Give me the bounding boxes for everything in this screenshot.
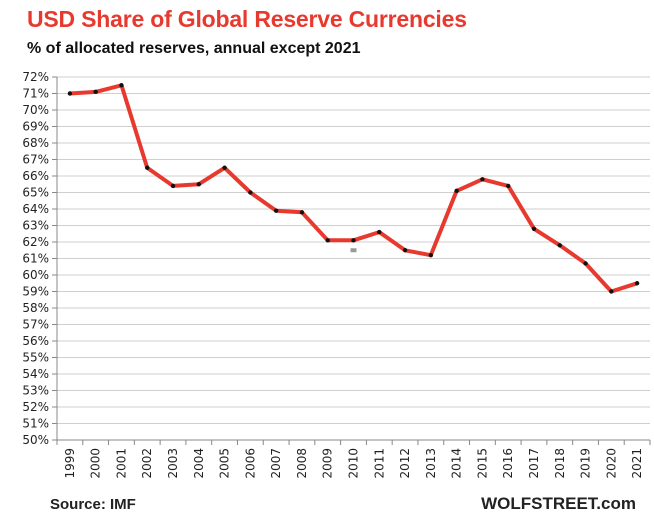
x-tick-label: 2004 xyxy=(192,448,206,479)
y-tick-label: 61% xyxy=(22,252,49,266)
y-tick-label: 70% xyxy=(22,103,49,117)
data-point xyxy=(222,165,227,170)
x-tick-label: 2007 xyxy=(269,448,283,479)
data-point xyxy=(634,281,640,286)
x-tick-label: 2020 xyxy=(604,448,618,479)
x-tick-label: 2005 xyxy=(218,448,232,479)
data-point xyxy=(609,289,614,294)
x-tick-label: 2019 xyxy=(579,448,593,479)
annotation-marker xyxy=(350,248,357,253)
data-point xyxy=(170,183,176,189)
y-tick-label: 59% xyxy=(22,285,49,299)
x-tick-label: 2012 xyxy=(398,448,412,479)
y-tick-label: 63% xyxy=(22,219,49,233)
data-point xyxy=(531,226,537,231)
x-axis: 1999 2000 2001 2002 2003 2004 2005 2006 2007 2008… xyxy=(56,439,651,479)
x-tick-label: 2003 xyxy=(166,448,180,479)
x-tick-label: 2018 xyxy=(553,448,567,479)
y-tick-label: 52% xyxy=(22,400,49,414)
y-tick-label: 53% xyxy=(22,384,49,398)
gridlines xyxy=(57,76,650,424)
data-point xyxy=(454,188,459,194)
y-tick-label: 54% xyxy=(22,367,49,381)
y-tick-label: 68% xyxy=(22,136,49,150)
y-tick-label: 57% xyxy=(22,318,49,332)
data-point xyxy=(93,89,98,95)
y-tick-label: 56% xyxy=(22,334,49,348)
data-point xyxy=(119,83,124,88)
y-tick-label: 50% xyxy=(22,433,49,447)
annotations xyxy=(350,248,357,253)
x-tick-label: 2015 xyxy=(475,448,489,479)
y-tick-label: 64% xyxy=(22,202,49,216)
data-point xyxy=(325,238,330,243)
x-tick-label: 2017 xyxy=(527,448,541,479)
x-tick-label: 2016 xyxy=(501,448,515,479)
data-point xyxy=(428,253,434,258)
y-tick-label: 51% xyxy=(22,417,49,431)
x-tick-label: 2014 xyxy=(450,448,464,479)
x-tick-label: 2013 xyxy=(424,448,438,479)
y-tick-label: 72% xyxy=(22,70,49,84)
x-tick-label: 2008 xyxy=(295,448,309,479)
x-tick-label: 2021 xyxy=(630,448,644,479)
y-tick-label: 69% xyxy=(22,120,49,134)
data-point xyxy=(145,165,150,170)
y-tick-label: 66% xyxy=(22,169,49,183)
y-tick-label: 55% xyxy=(22,351,49,365)
data-point xyxy=(505,183,511,189)
x-tick-label: 2002 xyxy=(140,448,154,479)
y-axis: 50% 51% 52% 53% 54% 55% 56% 57% 58% 59% 60% 61% 62% 6… xyxy=(22,70,58,447)
y-tick-label: 65% xyxy=(22,186,49,200)
data-point xyxy=(402,248,408,253)
data-point xyxy=(351,238,356,243)
data-point xyxy=(196,182,202,187)
series-line xyxy=(67,83,640,294)
x-tick-label: 2006 xyxy=(243,448,257,479)
brand-label: WOLFSTREET.com xyxy=(481,494,636,513)
data-point xyxy=(480,177,485,182)
x-tick-label: 2009 xyxy=(321,448,335,479)
x-tick-label: 2001 xyxy=(114,448,128,479)
x-tick-label: 1999 xyxy=(63,448,77,479)
y-tick-label: 71% xyxy=(22,87,49,101)
y-tick-label: 58% xyxy=(22,301,49,315)
y-tick-label: 60% xyxy=(22,268,49,282)
data-point xyxy=(299,210,305,215)
data-point xyxy=(377,229,382,235)
chart-subtitle: % of allocated reserves, annual except 2… xyxy=(27,40,361,57)
x-tick-label: 2000 xyxy=(89,448,103,479)
data-point xyxy=(557,243,562,248)
chart-title: USD Share of Global Reserve Currencies xyxy=(27,6,467,32)
x-tick-label: 2011 xyxy=(372,448,386,479)
data-point xyxy=(248,190,253,195)
y-tick-label: 67% xyxy=(22,153,49,167)
x-tick-label: 2010 xyxy=(347,448,361,479)
data-point xyxy=(67,91,73,96)
data-point xyxy=(583,261,588,266)
data-point xyxy=(273,208,279,213)
y-tick-label: 62% xyxy=(22,235,49,249)
source-label: Source: IMF xyxy=(50,496,136,513)
series-usd-share xyxy=(67,83,640,294)
